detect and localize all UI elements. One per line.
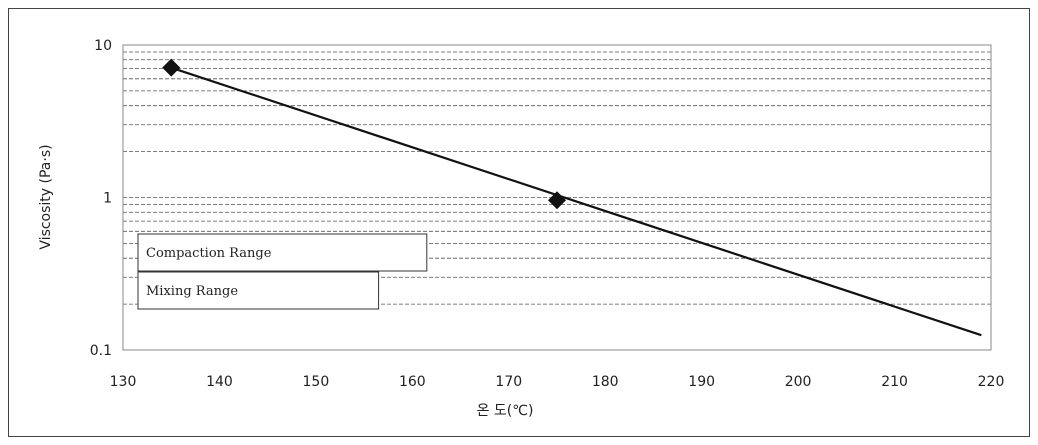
y-axis-ticks: 0.1 1 10 <box>90 38 112 359</box>
x-tick-label: 180 <box>592 374 619 390</box>
x-tick-label: 170 <box>495 374 522 390</box>
series-layer <box>162 58 982 337</box>
range-box: Compaction Range <box>137 233 428 272</box>
x-axis-ticks: 130 140 150 160 170 180 190 200 210 220 <box>110 374 1005 390</box>
y-tick-label: 10 <box>94 38 112 54</box>
x-tick-label: 210 <box>881 374 908 390</box>
chart-frame <box>8 8 1030 437</box>
range-box-rect <box>137 233 428 272</box>
x-tick-label: 200 <box>785 374 812 390</box>
x-tick-label: 220 <box>978 374 1005 390</box>
x-tick-label: 160 <box>399 374 426 390</box>
x-tick-label: 140 <box>206 374 233 390</box>
y-tick-label: 0.1 <box>90 343 112 359</box>
data-point-marker <box>162 58 181 77</box>
y-tick-label: 1 <box>103 191 112 207</box>
range-label: Compaction Range <box>146 246 272 261</box>
x-tick-label: 150 <box>303 374 330 390</box>
x-tick-label: 190 <box>688 374 715 390</box>
data-point-marker <box>548 191 566 210</box>
range-boxes: Compaction Range Mixing Range <box>137 233 428 310</box>
range-label: Mixing Range <box>146 284 238 299</box>
x-tick-label: 130 <box>110 374 137 390</box>
x-axis-title: 온 도(℃) <box>477 403 534 419</box>
y-axis-title: Viscosity (Pa·s) <box>38 144 54 249</box>
range-box-rect <box>137 271 380 310</box>
range-box: Mixing Range <box>137 271 380 310</box>
plot-area <box>122 44 992 351</box>
series-line <box>170 66 982 337</box>
